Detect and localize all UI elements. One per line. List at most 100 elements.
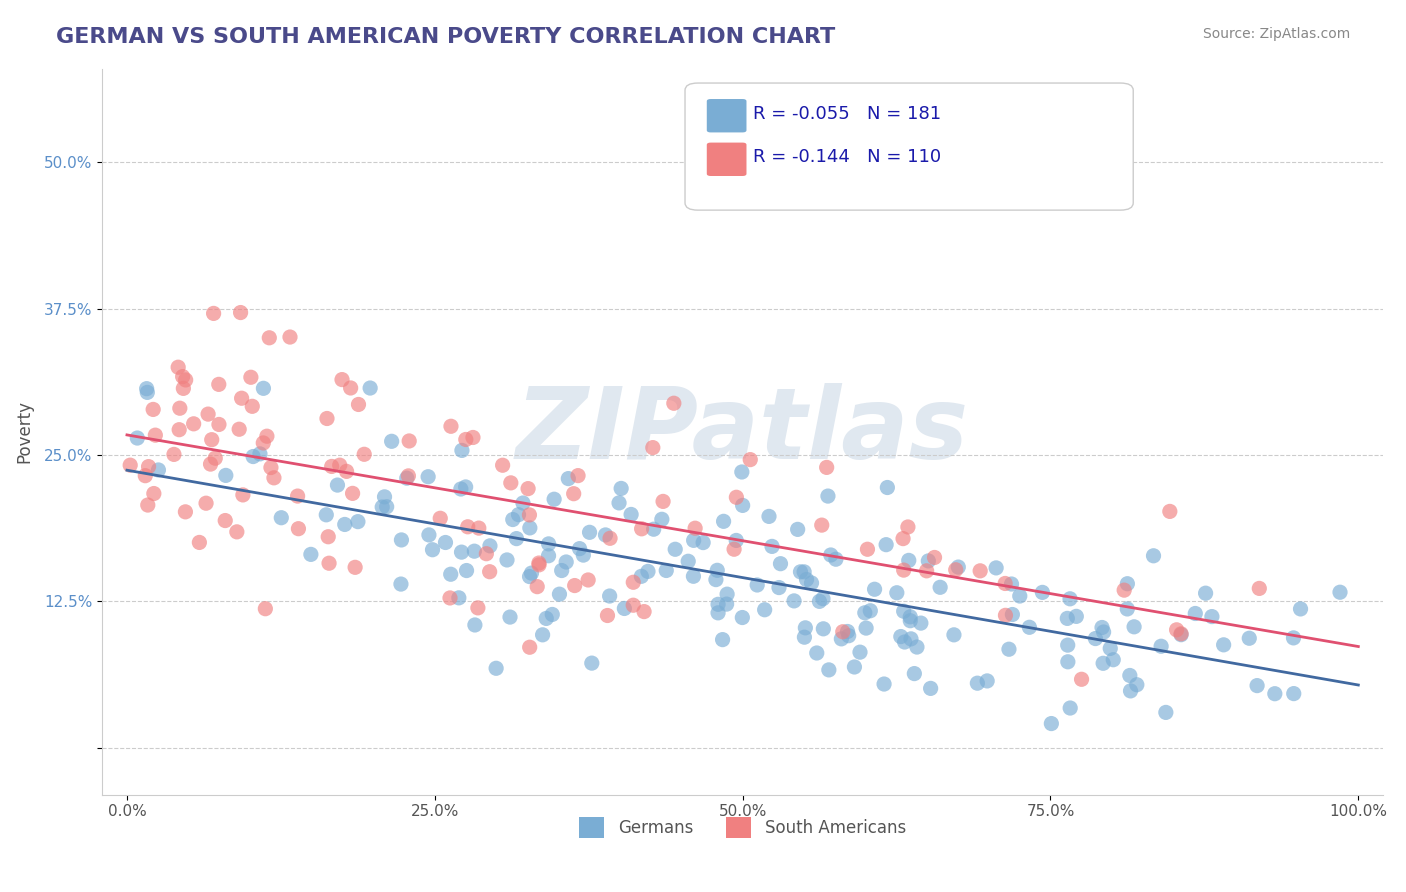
- Germans: [873, 677, 896, 691]
- Germans: [1201, 609, 1223, 624]
- FancyBboxPatch shape: [707, 143, 747, 176]
- Germans: [1102, 653, 1125, 667]
- South Americans: [318, 556, 340, 570]
- South Americans: [915, 564, 938, 578]
- Germans: [512, 496, 534, 510]
- South Americans: [831, 624, 853, 639]
- Germans: [215, 468, 238, 483]
- Germans: [326, 478, 349, 492]
- Germans: [976, 673, 998, 688]
- South Americans: [339, 381, 361, 395]
- South Americans: [478, 565, 501, 579]
- South Americans: [201, 433, 224, 447]
- Germans: [886, 586, 908, 600]
- South Americans: [252, 436, 274, 450]
- South Americans: [454, 433, 477, 447]
- Germans: [893, 604, 915, 618]
- Germans: [1239, 632, 1261, 646]
- Germans: [508, 508, 530, 522]
- Germans: [789, 565, 811, 579]
- South Americans: [1170, 627, 1192, 641]
- Germans: [1212, 638, 1234, 652]
- South Americans: [188, 535, 211, 549]
- Germans: [754, 603, 776, 617]
- South Americans: [225, 524, 247, 539]
- South Americans: [1249, 582, 1271, 596]
- Germans: [347, 515, 370, 529]
- South Americans: [621, 598, 644, 612]
- Germans: [519, 521, 541, 535]
- South Americans: [994, 576, 1017, 591]
- Germans: [813, 622, 835, 636]
- South Americans: [344, 560, 367, 574]
- Germans: [825, 552, 848, 566]
- Germans: [456, 564, 478, 578]
- South Americans: [652, 494, 675, 508]
- Germans: [800, 576, 823, 591]
- Germans: [1170, 628, 1192, 642]
- South Americans: [183, 417, 205, 431]
- South Americans: [278, 330, 301, 344]
- Germans: [1092, 657, 1115, 671]
- South Americans: [142, 402, 165, 417]
- South Americans: [138, 459, 160, 474]
- Germans: [1059, 701, 1081, 715]
- Germans: [607, 496, 630, 510]
- Germans: [811, 591, 834, 606]
- Germans: [704, 573, 727, 587]
- Germans: [1018, 620, 1040, 634]
- Germans: [796, 573, 818, 587]
- South Americans: [468, 521, 491, 535]
- Germans: [418, 528, 440, 542]
- South Americans: [229, 305, 252, 319]
- Germans: [555, 555, 578, 569]
- Germans: [537, 549, 560, 563]
- South Americans: [120, 458, 142, 472]
- Germans: [711, 632, 734, 647]
- Germans: [1246, 679, 1268, 693]
- South Americans: [429, 511, 451, 525]
- Germans: [837, 624, 859, 639]
- Germans: [395, 471, 418, 485]
- Germans: [655, 564, 678, 578]
- Germans: [817, 489, 839, 503]
- Text: R = -0.055   N = 181: R = -0.055 N = 181: [752, 104, 941, 122]
- Germans: [731, 610, 754, 624]
- South Americans: [527, 556, 550, 570]
- Germans: [531, 628, 554, 642]
- South Americans: [259, 331, 281, 345]
- Germans: [572, 548, 595, 562]
- Germans: [537, 537, 560, 551]
- South Americans: [526, 580, 548, 594]
- South Americans: [142, 486, 165, 500]
- Germans: [876, 481, 898, 495]
- Germans: [725, 533, 748, 548]
- Germans: [381, 434, 404, 449]
- South Americans: [527, 558, 550, 572]
- Germans: [731, 465, 754, 479]
- Germans: [786, 522, 808, 536]
- Germans: [557, 472, 579, 486]
- Germans: [637, 565, 659, 579]
- Germans: [818, 663, 841, 677]
- Germans: [1066, 609, 1088, 624]
- Germans: [127, 431, 149, 445]
- Germans: [1264, 687, 1286, 701]
- Germans: [478, 539, 501, 553]
- South Americans: [457, 520, 479, 534]
- Germans: [875, 538, 897, 552]
- Germans: [536, 611, 558, 625]
- South Americans: [924, 550, 946, 565]
- Germans: [1056, 611, 1078, 625]
- Germans: [929, 580, 952, 594]
- Germans: [620, 508, 643, 522]
- Germans: [1056, 638, 1078, 652]
- South Americans: [330, 373, 353, 387]
- South Americans: [994, 608, 1017, 623]
- South Americans: [740, 452, 762, 467]
- Germans: [613, 601, 636, 615]
- Germans: [676, 554, 699, 568]
- South Americans: [662, 396, 685, 410]
- Germans: [761, 540, 783, 554]
- South Americans: [202, 306, 225, 320]
